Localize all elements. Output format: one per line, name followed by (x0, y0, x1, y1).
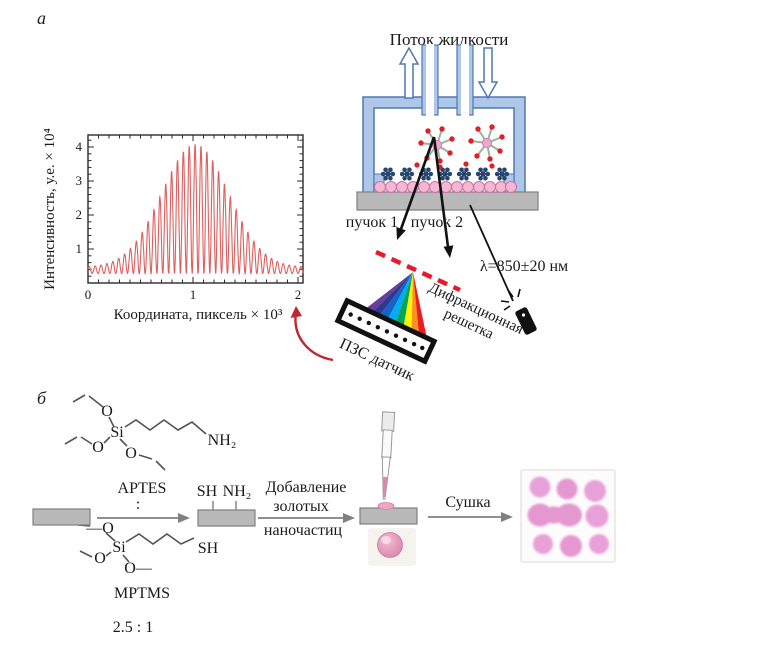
flow-cell-frame (362, 96, 526, 196)
led-source-icon (500, 288, 537, 335)
nanoparticle-layer (374, 181, 517, 193)
ytick-2: 2 (76, 207, 83, 222)
beam-2-label: пучок 2 (411, 214, 463, 231)
fringe-curve (87, 144, 304, 276)
surface-sh-label: SH (197, 483, 218, 500)
outlet-tube (456, 44, 474, 116)
step2-label: Сушка (445, 494, 490, 511)
ratio-value: 2.5 : 1 (113, 619, 153, 636)
aptes-name: APTES (118, 480, 167, 497)
mptms-o-bottom: O— (124, 560, 153, 577)
chart-axes-box (87, 134, 304, 284)
aptes-structure (64, 394, 207, 471)
mptms-sh: SH (198, 540, 219, 557)
setup-schematic: Поток жидкости (290, 30, 568, 385)
receptor-icon (475, 167, 491, 181)
aptes-o-left: O (92, 439, 104, 456)
substrate-1 (32, 508, 91, 526)
wavelength-label: λ=850±20 нм (480, 258, 568, 275)
analyte-molecule-icon (467, 123, 506, 163)
y-axis-label: Интенсивность, у.е. × 10⁴ (42, 128, 58, 290)
ratio-colon: : (136, 496, 140, 513)
beam-1-arrow (396, 136, 436, 240)
flow-down-arrow-icon (477, 47, 499, 100)
flow-up-arrow-icon (398, 46, 420, 99)
diffraction-grating-line (375, 249, 461, 293)
functionalization-scheme: O O O Si NH₂ APTES : —O O O— Si SH MPTMS… (32, 394, 616, 636)
xtick-1: 1 (190, 287, 197, 302)
dispensed-drop (377, 502, 395, 510)
x-axis-label: Координата, пиксель × 10³ (114, 307, 283, 323)
aptes-o-bottom: O (125, 445, 137, 462)
chart-ticks (87, 135, 303, 284)
ytick-3: 3 (76, 173, 83, 188)
inlet-tube (421, 44, 439, 116)
ytick-4: 4 (76, 139, 83, 154)
incident-ray (469, 204, 514, 302)
receptor-icon (399, 167, 415, 181)
to-plot-arrow (290, 306, 334, 362)
aptes-si: Si (110, 424, 124, 441)
xtick-0: 0 (85, 287, 92, 302)
aptes-atoms: O O O Si NH₂ (92, 403, 236, 462)
step1-label-line2: золотых (273, 498, 329, 515)
spots-photo (520, 469, 616, 563)
panel-b-label: б (37, 388, 47, 408)
aptes-nh2: NH₂ (208, 432, 237, 449)
mptms-atoms: —O O O— Si SH (85, 520, 218, 577)
mptms-si: Si (112, 539, 126, 556)
ytick-1: 1 (76, 241, 83, 256)
sensor-chip-base (356, 191, 539, 211)
receptor-icon (456, 167, 472, 181)
panel-a-label: а (37, 8, 46, 28)
add-nanoparticles-arrow (258, 513, 355, 523)
aptes-o-top: O (101, 403, 113, 420)
substrate-3 (359, 507, 418, 525)
silanization-arrow (97, 513, 190, 523)
drying-arrow (428, 512, 513, 522)
xtick-2: 2 (295, 287, 302, 302)
droplet-photo (368, 528, 416, 566)
mptms-name: MPTMS (114, 585, 170, 602)
receptor-layer (380, 161, 510, 181)
fringe-chart: 0 1 2 1 2 3 4 Координата, пиксель × 10³ … (42, 128, 304, 323)
beam-1-label: пучок 1 (346, 214, 398, 231)
mptms-o-left: O (94, 550, 106, 567)
flow-title: Поток жидкости (390, 30, 509, 49)
beam-2-arrow (432, 136, 454, 258)
step1-label-line3: наночастиц (264, 522, 343, 539)
pipette-icon (381, 411, 396, 500)
ccd-sensor (334, 297, 438, 365)
substrate-2 (197, 509, 256, 527)
step1-label-line1: Добавление (266, 479, 347, 496)
surface-nh2-label: NH₂ (223, 483, 252, 500)
mptms-o-top: —O (85, 520, 114, 537)
